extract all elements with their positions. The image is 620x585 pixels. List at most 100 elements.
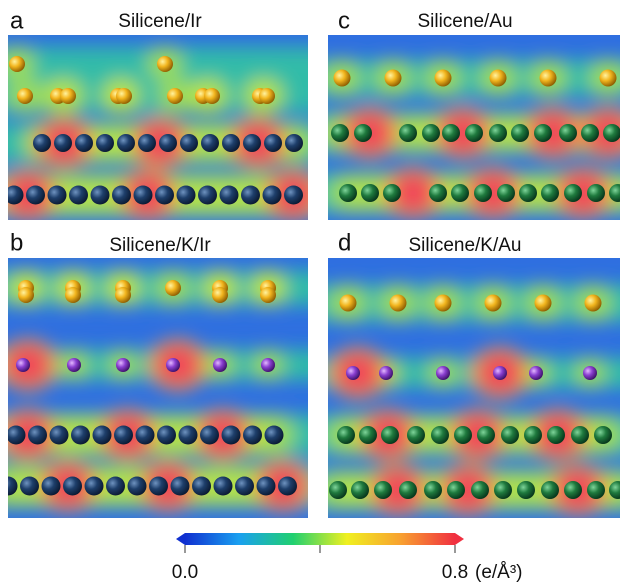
atom [454,426,472,444]
atom [71,426,90,445]
panel-label: d [338,229,351,256]
atom [16,358,30,372]
atom [155,186,174,205]
atom [261,358,275,372]
atom [374,481,392,499]
atom [399,124,417,142]
atom [447,481,465,499]
atom [399,481,417,499]
atom [50,426,69,445]
atom [157,56,173,72]
colorbar-bar [185,533,455,545]
atom [33,134,51,152]
atom [587,184,605,202]
atom [138,134,156,152]
atom [165,280,181,296]
panel [0,258,328,518]
atom [529,366,543,380]
atom [564,184,582,202]
atom [354,124,372,142]
atom [96,134,114,152]
atom [17,88,33,104]
atom [424,481,442,499]
panel-label: a [10,7,24,34]
atom [489,124,507,142]
panel-label: b [10,229,23,256]
atom [157,426,176,445]
atom [497,184,515,202]
atom [260,287,276,303]
atom [222,426,241,445]
atom [177,186,196,205]
atom [136,426,155,445]
atom [524,426,542,444]
atom [114,426,133,445]
atom [485,295,502,312]
atom [265,426,284,445]
atom [192,477,211,496]
atom [241,186,260,205]
panel [0,35,328,221]
atom [379,366,393,380]
atom [128,477,147,496]
panel [308,258,620,518]
atom [48,186,67,205]
atom [278,477,297,496]
atom [166,358,180,372]
atom [116,358,130,372]
atom [235,477,254,496]
atom [42,477,61,496]
atom [180,134,198,152]
atom [198,186,217,205]
atom [474,184,492,202]
atom [93,426,112,445]
atom [594,426,612,444]
atom [383,184,401,202]
atom [243,426,262,445]
atom [5,186,24,205]
colorbar-arrow [176,533,185,545]
atom [517,481,535,499]
atom [339,184,357,202]
colorbar-unit: (e/Å³) [475,562,523,583]
atom [259,88,275,104]
atom [361,184,379,202]
atom [390,295,407,312]
atom [340,295,357,312]
atom [284,186,303,205]
atom [534,124,552,142]
atom [222,134,240,152]
atom [422,124,440,142]
atom [106,477,125,496]
panel-label: c [338,7,350,34]
atom [564,481,582,499]
panel-title: Silicene/Ir [118,11,202,32]
colorbar: (e/Å³) 0.00.8 [172,533,523,583]
atom [134,186,153,205]
atom [167,88,183,104]
atom [585,295,602,312]
atom [60,88,76,104]
atom [116,88,132,104]
atom [535,295,552,312]
atom [477,426,495,444]
atom [26,186,45,205]
atom [20,477,39,496]
atom [28,426,47,445]
atom [435,70,452,87]
atom [559,124,577,142]
atom [501,426,519,444]
atom [583,366,597,380]
atom [571,426,589,444]
atom [581,124,599,142]
atom [263,186,282,205]
atom [54,134,72,152]
atom [381,426,399,444]
atom [9,56,25,72]
atom [7,426,26,445]
atom [451,184,469,202]
atom [285,134,303,152]
atom [436,366,450,380]
atom [511,124,529,142]
atom [213,358,227,372]
